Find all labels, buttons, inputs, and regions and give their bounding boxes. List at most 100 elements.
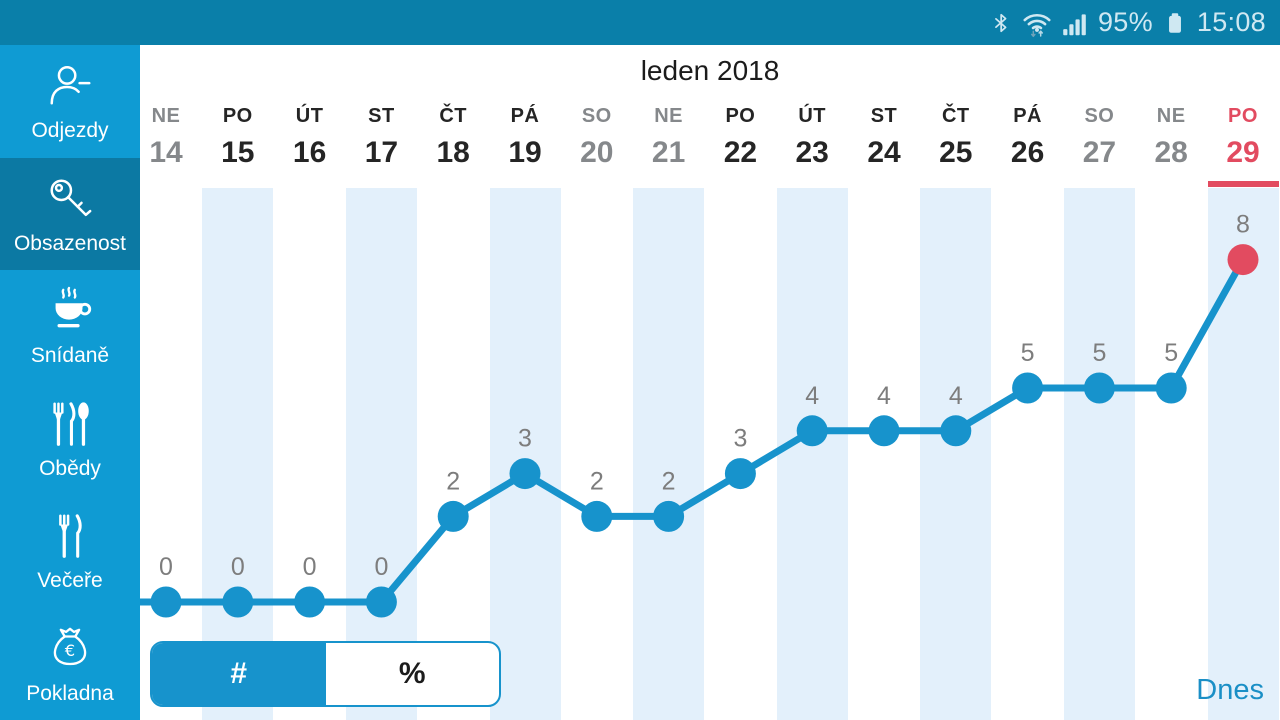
- sidebar-item-label: Snídaně: [30, 344, 110, 368]
- unit-toggle-count[interactable]: #: [152, 643, 326, 705]
- day-date-15[interactable]: 15: [221, 136, 255, 169]
- day-abbrev-28: NE: [1156, 105, 1186, 127]
- point-label: 2: [446, 467, 460, 495]
- day-date-27[interactable]: 27: [1082, 136, 1117, 169]
- column-stripe: [345, 188, 417, 720]
- day-abbrev-14: NE: [151, 105, 181, 127]
- sidebar-item-obedy[interactable]: Obědy: [0, 383, 140, 496]
- point-label: 2: [590, 467, 604, 495]
- sidebar-item-pokladna[interactable]: € Pokladna: [0, 608, 140, 720]
- column-stripe: [1063, 188, 1135, 720]
- unit-toggle: # %: [150, 641, 501, 707]
- point-label: 5: [1092, 339, 1106, 367]
- column-stripe: [202, 188, 274, 720]
- day-date-29[interactable]: 29: [1226, 136, 1260, 169]
- chart-point-26[interactable]: [1012, 372, 1044, 404]
- sidebar-item-label: Obsazenost: [13, 231, 127, 255]
- day-date-14[interactable]: 14: [149, 136, 183, 169]
- day-abbrev-25: ČT: [941, 105, 970, 127]
- chart-point-23[interactable]: [796, 415, 828, 447]
- point-label: 0: [303, 553, 317, 581]
- chart-point-22[interactable]: [724, 458, 756, 490]
- bluetooth-icon: [990, 8, 1012, 38]
- chart-point-27[interactable]: [1083, 372, 1115, 404]
- day-abbrev-23: ÚT: [798, 105, 827, 127]
- day-date-26[interactable]: 26: [1010, 136, 1045, 169]
- occupancy-chart-panel: leden 2018 NE 14 PO 15 ÚT 16 ST 17 ČT 18 PÁ 19 SO 20 N…: [140, 45, 1280, 720]
- wifi-icon: [1021, 8, 1053, 38]
- chart-line: [140, 257, 1247, 606]
- point-label: 5: [1021, 339, 1035, 367]
- day-date-24[interactable]: 24: [867, 136, 901, 169]
- status-bar: 95% 15:08: [0, 0, 1280, 45]
- sidebar: Odjezdy Obsazenost Snídaně Obědy Večeře € Pokl…: [0, 45, 140, 720]
- day-abbrev-15: PO: [222, 105, 253, 127]
- unit-toggle-percent[interactable]: %: [398, 657, 426, 690]
- chart-point-18[interactable]: [437, 500, 469, 532]
- point-label: 5: [1164, 339, 1178, 367]
- chart-point-17[interactable]: [365, 586, 397, 618]
- chart-title: leden 2018: [640, 55, 780, 86]
- day-abbrev-24: ST: [870, 105, 898, 127]
- day-date-23[interactable]: 23: [795, 136, 829, 169]
- day-date-22[interactable]: 22: [723, 136, 758, 169]
- today-button[interactable]: Dnes: [1196, 674, 1264, 706]
- coffee-cup-icon: [45, 286, 95, 336]
- day-abbrev-27: SO: [1084, 105, 1115, 127]
- chart-point-20[interactable]: [581, 500, 613, 532]
- dinner-cutlery-icon: [45, 511, 95, 561]
- column-stripe: [776, 188, 848, 720]
- battery-icon: [1162, 8, 1188, 38]
- chart-point-24[interactable]: [868, 415, 900, 447]
- day-date-21[interactable]: 21: [651, 136, 686, 169]
- day-date-25[interactable]: 25: [939, 136, 973, 169]
- chart-point-25[interactable]: [940, 415, 972, 447]
- day-abbrev-29: PO: [1228, 105, 1258, 127]
- svg-text:€: €: [65, 641, 75, 660]
- sidebar-item-label: Odjezdy: [31, 119, 109, 143]
- point-label: 4: [877, 382, 891, 410]
- day-abbrev-18: ČT: [439, 105, 468, 127]
- chart-point-28[interactable]: [1155, 372, 1187, 404]
- occupancy-line-chart: 0 0 0 0 2 3 2 2 3 4 4 4 5 5 5 8: [140, 211, 1259, 618]
- column-stripe: [920, 188, 992, 720]
- point-label: 4: [949, 382, 963, 410]
- money-bag-icon: €: [45, 624, 95, 674]
- chart-point-16[interactable]: [294, 586, 326, 618]
- battery-percent: 95%: [1097, 7, 1153, 37]
- signal-strength-icon: [1062, 8, 1089, 38]
- chart-point-15[interactable]: [222, 586, 254, 618]
- today-underline: [1207, 181, 1279, 187]
- day-date-18[interactable]: 18: [436, 136, 470, 169]
- chart-point-29[interactable]: [1227, 244, 1259, 276]
- column-stripe: [1207, 188, 1279, 720]
- sidebar-item-obsazenost[interactable]: Obsazenost: [0, 157, 140, 270]
- point-label: 0: [374, 553, 388, 581]
- sidebar-item-snidane[interactable]: Snídaně: [0, 270, 140, 383]
- chart-point-19[interactable]: [509, 458, 541, 490]
- column-stripe: [633, 188, 705, 720]
- day-date-17[interactable]: 17: [364, 136, 399, 169]
- day-date-16[interactable]: 16: [292, 136, 327, 169]
- chart-point-14[interactable]: [150, 586, 182, 618]
- person-departure-icon: [45, 61, 95, 111]
- point-label: 3: [518, 425, 532, 453]
- chart-point-21[interactable]: [653, 500, 685, 532]
- column-stripe: [489, 188, 561, 720]
- day-date-19[interactable]: 19: [508, 136, 542, 169]
- clock: 15:08: [1196, 7, 1266, 37]
- point-label: 0: [159, 553, 173, 581]
- day-abbrev-16: ÚT: [295, 105, 324, 127]
- day-abbrev-22: PO: [725, 105, 756, 127]
- point-label: 8: [1236, 211, 1250, 239]
- sidebar-item-vecere[interactable]: Večeře: [0, 495, 140, 608]
- day-date-20[interactable]: 20: [580, 136, 614, 169]
- day-date-28[interactable]: 28: [1154, 136, 1188, 169]
- day-abbrev-19: PÁ: [510, 105, 540, 127]
- sidebar-item-label: Obědy: [39, 456, 101, 480]
- point-label: 3: [733, 425, 747, 453]
- point-label: 0: [231, 553, 245, 581]
- sidebar-item-odjezdy[interactable]: Odjezdy: [0, 45, 140, 158]
- point-label: 4: [805, 382, 819, 410]
